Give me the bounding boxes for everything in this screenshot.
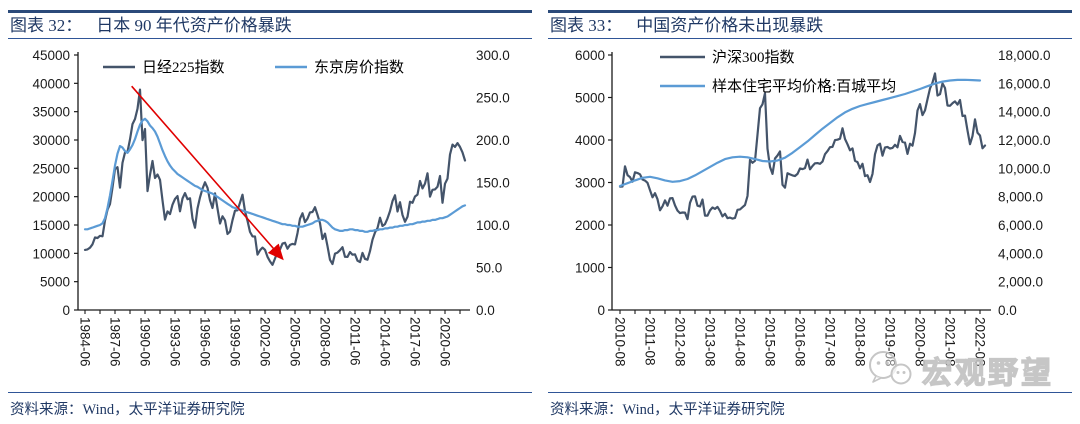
left-axis-tick-label: 5000 xyxy=(40,275,70,290)
x-axis-tick-label: 2013-08 xyxy=(703,317,718,367)
series-line-1 xyxy=(83,117,467,233)
right-axis-tick-label: 50.0 xyxy=(476,261,502,276)
left-axis-tick-label: 30000 xyxy=(32,133,70,148)
source-note: 资料来源：Wind，太平洋证券研究院 xyxy=(550,402,785,418)
x-axis-tick-label: 2021-08 xyxy=(943,317,958,367)
right-axis-tick-label: 0.0 xyxy=(476,303,495,318)
x-axis-tick-label: 2012-08 xyxy=(673,317,688,367)
right-axis-tick-label: 250.0 xyxy=(476,91,510,106)
x-axis-tick-label: 2014-08 xyxy=(733,317,748,367)
left-axis-tick-label: 6000 xyxy=(575,48,605,63)
source-divider xyxy=(548,392,1072,393)
panel-china: 图表 33： 中国资产价格未出现暴跌 0 1000 2000 3000 4000 5000… xyxy=(540,0,1080,424)
panel-top-border xyxy=(548,10,1072,13)
left-axis-tick-label: 20000 xyxy=(32,190,70,205)
right-axis-tick-label: 8,000.0 xyxy=(998,190,1043,205)
right-axis-tick-label: 100.0 xyxy=(476,218,510,233)
x-axis-tick-label: 2018-08 xyxy=(853,317,868,367)
china-asset-price-chart: 0 1000 2000 3000 4000 5000 6000 0.0 2,000.0 4,000… xyxy=(575,48,1051,367)
legend-label: 沪深300指数 xyxy=(712,49,795,66)
right-axis-tick-label: 150.0 xyxy=(476,176,510,191)
legend-label: 东京房价指数 xyxy=(314,59,404,76)
x-axis-tick-label: 1999-06 xyxy=(228,317,243,367)
right-axis-tick-label: 200.0 xyxy=(476,133,510,148)
x-axis-tick-label: 2019-08 xyxy=(883,317,898,367)
series-line-0 xyxy=(618,72,987,221)
x-axis-tick-label: 1996-06 xyxy=(198,317,213,367)
right-axis-tick-label: 18,000.0 xyxy=(998,48,1051,63)
figure-title-row: 图表 32： 日本 90 年代资产价格暴跌 xyxy=(8,13,532,38)
right-axis-tick-label: 16,000.0 xyxy=(998,76,1051,91)
left-axis-tick-label: 10000 xyxy=(32,246,70,261)
x-axis-tick-label: 2008-06 xyxy=(318,317,333,367)
x-axis-tick-label: 1993-06 xyxy=(168,317,183,367)
left-axis-tick-label: 15000 xyxy=(32,218,70,233)
title-underline xyxy=(548,38,1072,39)
x-axis-tick-label: 2015-08 xyxy=(763,317,778,367)
right-axis-tick-label: 4,000.0 xyxy=(998,246,1043,261)
left-axis-tick-label: 2000 xyxy=(575,218,605,233)
left-axis-tick-label: 1000 xyxy=(575,261,605,276)
right-axis-tick-label: 10,000.0 xyxy=(998,161,1051,176)
left-axis-tick-label: 35000 xyxy=(32,105,70,120)
x-axis-tick-label: 2017-06 xyxy=(408,317,423,367)
title-underline xyxy=(8,38,532,39)
left-axis-tick-label: 40000 xyxy=(32,76,70,91)
source-divider xyxy=(8,392,532,393)
series-line-1 xyxy=(618,78,982,188)
x-axis-tick-label: 2011-08 xyxy=(643,317,658,366)
x-axis-tick-label: 2014-06 xyxy=(378,317,393,367)
left-axis-tick-label: 0 xyxy=(62,303,70,318)
x-axis-tick-label: 1990-06 xyxy=(138,317,153,367)
legend-label: 日经225指数 xyxy=(142,59,225,76)
right-axis-tick-label: 6,000.0 xyxy=(998,218,1043,233)
right-axis-tick-label: 2,000.0 xyxy=(998,275,1043,290)
x-axis-tick-label: 2020-06 xyxy=(438,317,453,367)
x-axis-tick-label: 2002-06 xyxy=(258,317,273,367)
panel-top-border xyxy=(8,10,532,13)
x-axis-tick-label: 2011-06 xyxy=(348,317,363,366)
left-axis-tick-label: 45000 xyxy=(32,48,70,63)
figure-title: 日本 90 年代资产价格暴跌 xyxy=(96,16,292,35)
right-axis-tick-label: 0.0 xyxy=(998,303,1017,318)
left-axis-tick-label: 0 xyxy=(597,303,605,318)
x-axis-tick-label: 2022-08 xyxy=(973,317,988,367)
source-note: 资料来源：Wind，太平洋证券研究院 xyxy=(10,402,245,418)
series-line-0 xyxy=(83,88,467,266)
legend-label: 样本住宅平均价格:百城平均 xyxy=(712,78,896,95)
right-axis-tick-label: 300.0 xyxy=(476,48,510,63)
right-axis-tick-label: 12,000.0 xyxy=(998,133,1051,148)
left-axis-tick-label: 3000 xyxy=(575,176,605,191)
figure-label: 图表 33： xyxy=(550,16,623,35)
x-axis-tick-label: 2016-08 xyxy=(793,317,808,367)
x-axis-tick-label: 1987-06 xyxy=(108,317,123,367)
left-axis-tick-label: 5000 xyxy=(575,91,605,106)
x-axis-tick-label: 2005-06 xyxy=(288,317,303,367)
japan-asset-price-chart: 0 5000 10000 15000 20000 25000 30000 35000 40000… xyxy=(32,48,510,367)
x-axis-tick-label: 2017-08 xyxy=(823,317,838,367)
left-axis-tick-label: 25000 xyxy=(32,161,70,176)
crash-arrow xyxy=(131,85,284,261)
x-axis-tick-label: 1984-06 xyxy=(78,317,93,367)
left-axis-tick-label: 4000 xyxy=(575,133,605,148)
figure-title: 中国资产价格未出现暴跌 xyxy=(636,16,824,35)
figure-label: 图表 32： xyxy=(10,16,83,35)
figure-title-row: 图表 33： 中国资产价格未出现暴跌 xyxy=(548,13,1072,38)
right-axis-tick-label: 14,000.0 xyxy=(998,105,1051,120)
x-axis-tick-label: 2010-08 xyxy=(613,317,628,367)
panel-japan: 图表 32： 日本 90 年代资产价格暴跌 0 5000 10000 15000 200… xyxy=(8,10,532,418)
x-axis-tick-label: 2020-08 xyxy=(913,317,928,367)
